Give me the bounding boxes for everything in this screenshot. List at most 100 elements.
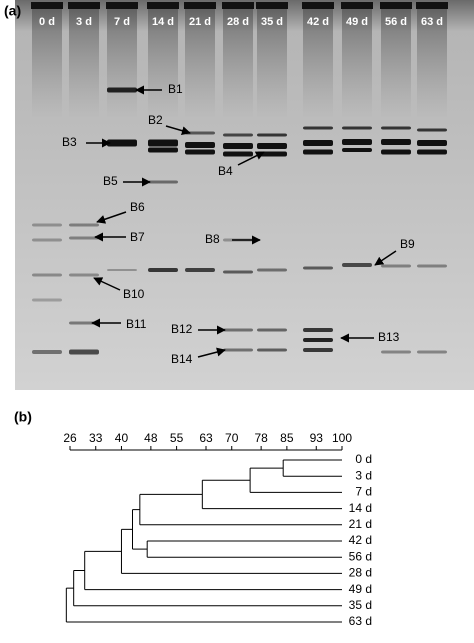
lane-smear <box>69 9 99 119</box>
gel-band <box>223 270 253 274</box>
lane-label: 3 d <box>76 16 92 28</box>
tick-label: 78 <box>254 431 268 445</box>
band-arrow <box>237 151 265 166</box>
lane-label: 35 d <box>261 16 283 28</box>
gel-band <box>69 236 99 240</box>
leaf-label: 3 d <box>355 468 372 482</box>
gel-band <box>185 268 215 272</box>
tick-label: 55 <box>170 431 184 445</box>
lane-top <box>222 2 254 9</box>
gel-band <box>303 338 333 342</box>
band-arrow <box>197 347 226 358</box>
lane-top <box>68 2 100 9</box>
tick-label: 93 <box>310 431 324 445</box>
band-label: B1 <box>168 82 183 96</box>
lane-top <box>416 2 448 9</box>
gel-band <box>223 348 253 352</box>
gel-band <box>342 148 372 152</box>
gel-band <box>381 350 411 354</box>
gel-band <box>148 147 178 153</box>
band-label: B13 <box>378 330 400 344</box>
gel-band <box>107 269 137 271</box>
gel-band <box>148 139 178 147</box>
gel-band <box>381 149 411 155</box>
gel-lanes: 0 d 3 d 7 d 14 d 21 d 28 d 35 d 42 d 49 d 56 d 63 … <box>31 2 448 366</box>
leaf-label: 56 d <box>349 549 372 563</box>
band-label: B5 <box>103 174 118 188</box>
gel-band <box>32 223 62 227</box>
band-label: B10 <box>123 287 145 301</box>
gel-band <box>381 264 411 268</box>
band-arrow <box>93 277 121 291</box>
lane-smear <box>342 9 372 119</box>
gel-band <box>417 140 447 146</box>
tick-label: 70 <box>225 431 239 445</box>
lane-top <box>106 2 138 9</box>
lane-label: 56 d <box>385 16 407 28</box>
gel-band <box>342 126 372 130</box>
tick-label: 63 <box>199 431 213 445</box>
gel-band <box>417 350 447 354</box>
lane-label: 42 d <box>307 16 329 28</box>
tick-label: 85 <box>280 431 294 445</box>
tick-label: 26 <box>63 431 77 445</box>
gel-band <box>417 149 447 155</box>
leaf-label: 42 d <box>349 533 372 547</box>
gel-band <box>32 273 62 277</box>
leaf-label: 35 d <box>349 598 372 612</box>
lane-smear <box>223 9 253 119</box>
gel-band <box>303 328 333 332</box>
lane-smear <box>381 9 411 119</box>
gel-band <box>223 151 253 157</box>
band-arrow <box>374 250 397 266</box>
lane-label: 63 d <box>421 16 443 28</box>
gel-band <box>185 131 215 135</box>
gel-band <box>381 139 411 145</box>
gel-band <box>32 298 62 302</box>
lane-smear <box>417 9 447 119</box>
lane-top <box>341 2 373 9</box>
band-label: B2 <box>148 113 163 127</box>
lane-smear <box>148 9 178 119</box>
gel-band <box>32 238 62 242</box>
gel-band <box>257 133 287 137</box>
band-label: B4 <box>218 164 233 178</box>
lane-top <box>380 2 412 9</box>
lane-top <box>302 2 334 9</box>
lane-top <box>147 2 179 9</box>
lane-label: 7 d <box>114 16 130 28</box>
gel-band <box>148 180 178 184</box>
band-arrow <box>165 125 191 136</box>
panel-label: (a) <box>4 3 21 19</box>
gel-band <box>69 349 99 355</box>
band-label: B6 <box>130 200 145 214</box>
leaf-label: 14 d <box>349 501 372 515</box>
band-label: B3 <box>62 135 77 149</box>
gel-band <box>107 139 137 147</box>
gel-band <box>303 348 333 352</box>
band-label: B9 <box>400 237 415 251</box>
lane-smear <box>32 9 62 119</box>
gel-band <box>342 263 372 267</box>
gel-band <box>148 268 178 272</box>
tick-label: 40 <box>115 431 129 445</box>
band-label: B8 <box>205 232 220 246</box>
gel-band <box>185 142 215 148</box>
lane-label: 14 d <box>152 16 174 28</box>
tick-label: 48 <box>144 431 158 445</box>
lane-top <box>31 2 63 9</box>
gel-band <box>185 149 215 155</box>
leaf-label: 49 d <box>349 582 372 596</box>
gel-band <box>257 328 287 332</box>
gel-band <box>223 143 253 149</box>
leaf-label: 21 d <box>349 517 372 531</box>
gel-band <box>303 126 333 130</box>
gel-band <box>303 140 333 146</box>
gel-band <box>223 133 253 137</box>
gel-band <box>381 126 411 130</box>
lane-top <box>256 2 288 9</box>
leaf-label: 7 d <box>355 485 372 499</box>
panel-label: (b) <box>14 409 32 425</box>
